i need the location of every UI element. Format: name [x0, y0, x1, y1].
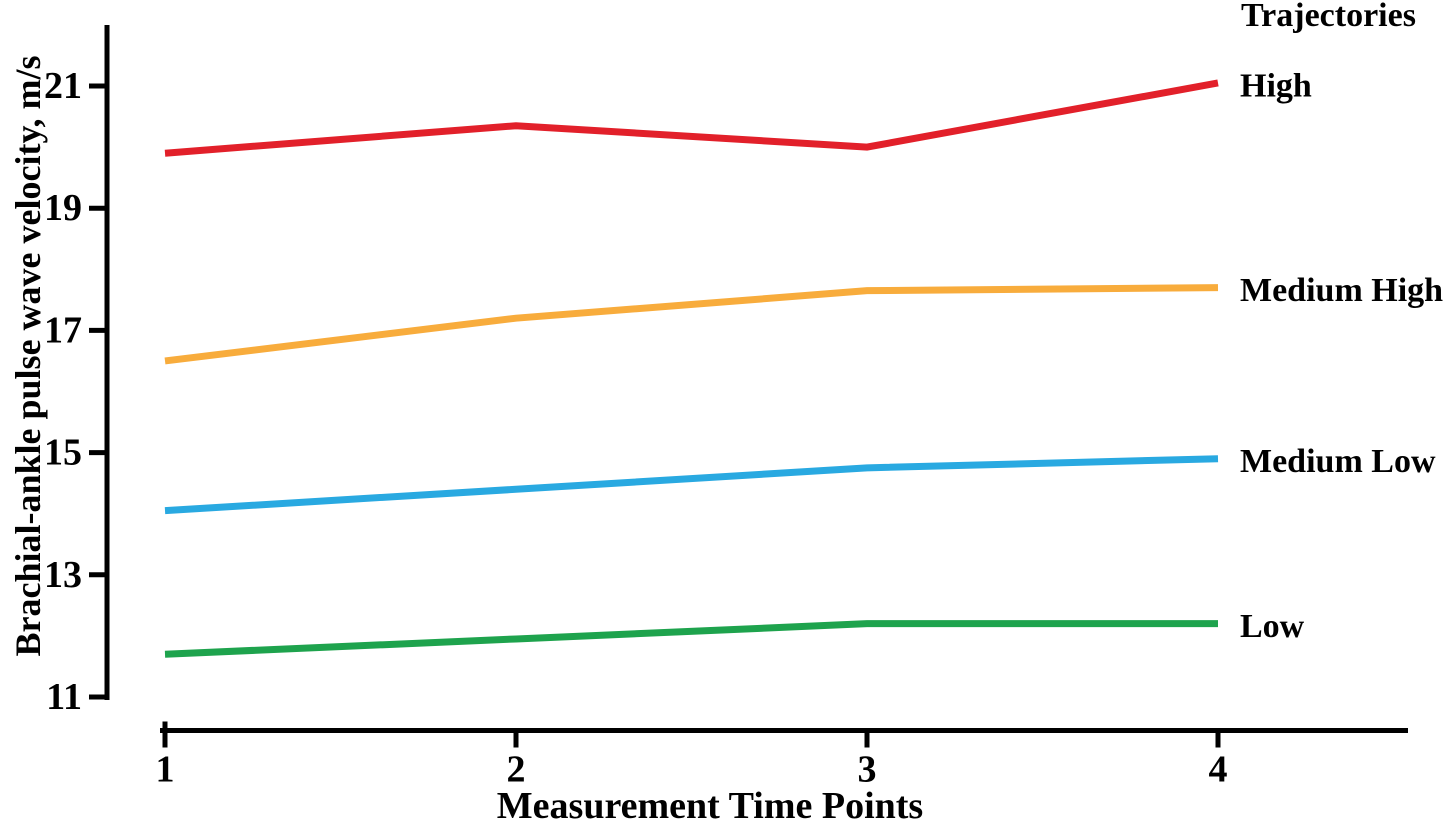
series-line-medium-low — [164, 455, 1219, 515]
y-tick-label: 19 — [44, 187, 82, 229]
legend-label-high: High — [1240, 67, 1312, 104]
legend-label-medium-high: Medium High — [1240, 272, 1443, 309]
legend-label-medium-low: Medium Low — [1240, 443, 1436, 480]
series-line-high — [164, 79, 1219, 157]
y-tick-label: 21 — [44, 65, 82, 107]
x-axis-title: Measurement Time Points — [496, 785, 924, 827]
y-tick-label: 11 — [46, 676, 82, 718]
x-tick-label: 2 — [507, 749, 526, 791]
legend-title: Trajectories — [1241, 0, 1416, 34]
y-tick-label: 15 — [44, 432, 82, 474]
series-line-medium-high — [164, 284, 1219, 365]
y-axis-title: Brachial-ankle pulse wave velocity, m/s — [8, 55, 48, 657]
series-line-low — [164, 620, 1218, 658]
y-tick-label: 13 — [44, 554, 82, 596]
y-tick-label: 17 — [44, 309, 82, 351]
x-tick-label: 4 — [1209, 749, 1228, 791]
x-tick-label: 1 — [156, 749, 175, 791]
x-tick-label: 3 — [858, 749, 877, 791]
legend-label-low: Low — [1240, 608, 1305, 645]
